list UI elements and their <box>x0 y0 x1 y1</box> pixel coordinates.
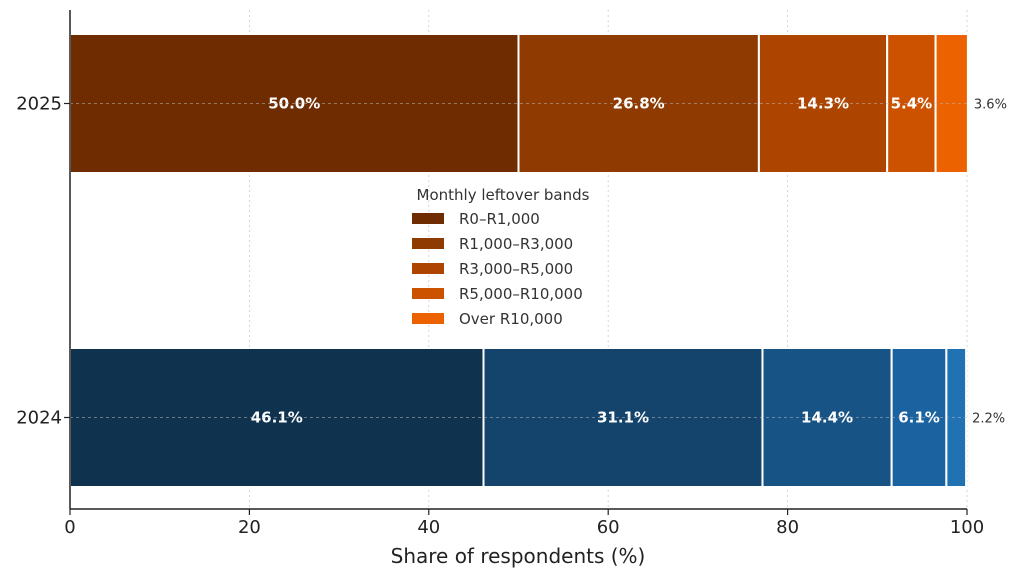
y-tick-label: 2025 <box>16 94 62 115</box>
bar-value-label: 2.2% <box>972 412 1005 427</box>
bar-value-label: 14.3% <box>797 95 849 113</box>
ticks-layer: 0 20 40 60 80 100 2025 2024 <box>16 94 984 539</box>
axes-layer <box>69 10 967 510</box>
legend-entry-label: R3,000–R5,000 <box>459 260 573 278</box>
x-tick-label: 100 <box>950 517 984 538</box>
legend-entry-label: R1,000–R3,000 <box>459 235 573 253</box>
x-axis-title: Share of respondents (%) <box>391 544 646 568</box>
x-tick-label: 80 <box>776 517 799 538</box>
bars-layer <box>69 33 969 488</box>
legend-entry-label: Over R10,000 <box>459 310 563 328</box>
y-tick-label: 2024 <box>16 408 62 429</box>
legend-items: R0–R1,000 R1,000–R3,000 R3,000–R5,000 R5,00… <box>412 210 583 328</box>
bar-labels-layer: 50.0% 26.8% 14.3% 5.4% 3.6%46.1% 31.1% 14.4% 6.… <box>70 95 1007 427</box>
legend-title: Monthly leftover bands <box>417 186 590 204</box>
legend: Monthly leftover bands R0–R1,000 R1,000–R… <box>412 186 590 328</box>
legend-swatch <box>412 238 444 249</box>
legend-swatch <box>412 288 444 299</box>
bar-value-label: 26.8% <box>613 95 665 113</box>
x-tick-label: 60 <box>597 517 620 538</box>
legend-swatch <box>412 213 444 224</box>
legend-entry-label: R0–R1,000 <box>459 210 540 228</box>
bar-value-label: 3.6% <box>974 98 1007 113</box>
bar-value-label: 6.1% <box>898 409 940 427</box>
bar-segment <box>945 347 968 488</box>
legend-swatch <box>412 313 444 324</box>
x-tick-label: 20 <box>238 517 261 538</box>
x-tick-label: 40 <box>417 517 440 538</box>
legend-entry-label: R5,000–R10,000 <box>459 285 583 303</box>
x-tick-label: 0 <box>64 517 75 538</box>
legend-swatch <box>412 263 444 274</box>
